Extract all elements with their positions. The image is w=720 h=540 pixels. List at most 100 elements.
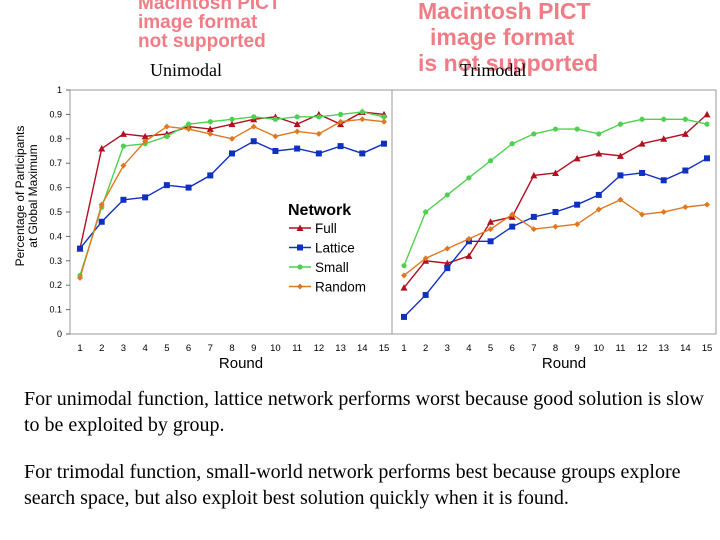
- x-tick-label: 4: [142, 343, 147, 354]
- data-point-random: [574, 221, 581, 228]
- x-tick-label: 11: [615, 343, 625, 354]
- data-point-lattice: [552, 209, 559, 215]
- data-point-lattice: [207, 172, 214, 179]
- x-tick-label: 1: [401, 343, 406, 354]
- data-point-lattice: [509, 223, 516, 230]
- legend-marker: [297, 264, 303, 270]
- data-point-lattice: [660, 177, 667, 184]
- legend-label-full: Full: [315, 221, 337, 236]
- data-point-lattice: [595, 191, 602, 198]
- pict-placeholder-line: is not supported: [418, 50, 599, 76]
- data-point-small: [423, 209, 429, 215]
- x-tick-label: 8: [229, 343, 234, 354]
- data-point-random: [595, 206, 602, 213]
- data-point-lattice: [574, 201, 581, 208]
- x-axis-title-unimodal: Round: [219, 355, 263, 372]
- data-point-lattice: [315, 150, 322, 157]
- data-point-small: [185, 121, 192, 127]
- data-point-lattice: [530, 213, 537, 220]
- data-point-random: [163, 123, 170, 130]
- x-axis-title-trimodal: Round: [542, 355, 586, 372]
- legend-label-lattice: Lattice: [315, 241, 355, 256]
- data-point-small: [251, 114, 257, 120]
- data-point-small: [294, 114, 300, 120]
- data-point-random: [660, 209, 667, 215]
- data-point-random: [359, 116, 366, 123]
- x-tick-label: 1: [77, 343, 82, 354]
- data-point-full: [703, 110, 711, 118]
- data-point-lattice: [422, 291, 429, 298]
- legend-label-small: Small: [315, 260, 349, 275]
- data-point-lattice: [487, 238, 494, 245]
- data-point-small: [381, 114, 387, 120]
- line-chart: 0 0.1 0.2 0.3 0.4 0.5 0.6 0.7 0.8 0.9 1 Percentage …: [13, 85, 717, 372]
- x-tick-label: 12: [314, 343, 325, 354]
- data-point-small: [617, 121, 624, 127]
- data-point-full: [573, 154, 581, 162]
- data-point-full: [595, 149, 603, 157]
- x-tick-label: 6: [186, 343, 191, 354]
- data-point-random: [682, 204, 689, 211]
- x-tick-label: 11: [292, 343, 302, 354]
- data-point-full: [681, 130, 689, 137]
- data-point-random: [639, 211, 646, 218]
- x-tick-label: 2: [423, 343, 428, 354]
- data-point-lattice: [185, 184, 192, 191]
- data-point-random: [120, 162, 127, 169]
- data-point-random: [207, 130, 214, 137]
- y-tick-label: 0.2: [49, 280, 62, 290]
- data-point-lattice: [272, 148, 279, 154]
- data-point-random: [142, 138, 149, 145]
- data-point-small: [401, 263, 407, 269]
- x-tick-label: 10: [270, 343, 281, 354]
- data-point-full: [400, 284, 408, 291]
- x-tick-label: 5: [488, 343, 493, 354]
- paragraph-unimodal: For unimodal function, lattice network p…: [24, 388, 704, 436]
- data-point-small: [316, 114, 322, 120]
- x-tick-label: 3: [121, 343, 126, 354]
- data-point-small: [661, 116, 667, 122]
- x-tick-label: 13: [658, 343, 669, 354]
- data-point-lattice: [401, 313, 407, 320]
- legend-title: Network: [288, 202, 351, 219]
- data-point-lattice: [142, 194, 149, 201]
- chart-title-unimodal: Unimodal: [150, 60, 222, 80]
- data-point-small: [487, 158, 494, 164]
- x-tick-label: 12: [637, 343, 648, 354]
- x-tick-label: 7: [531, 343, 536, 354]
- x-tick-label: 9: [574, 343, 579, 354]
- data-point-random: [272, 133, 279, 140]
- data-point-lattice: [229, 150, 235, 157]
- data-point-lattice: [359, 150, 366, 157]
- data-point-small: [596, 131, 602, 137]
- data-point-lattice: [163, 182, 170, 189]
- data-point-full: [552, 169, 559, 176]
- data-point-small: [509, 141, 515, 147]
- data-point-small: [272, 116, 279, 122]
- data-point-full: [228, 120, 236, 128]
- data-point-small: [120, 143, 127, 149]
- data-point-random: [552, 223, 559, 230]
- x-tick-label: 2: [99, 343, 104, 354]
- data-point-small: [531, 131, 537, 137]
- y-axis-title: Percentage of Participantsat Global Maxi…: [13, 126, 40, 267]
- data-point-full: [443, 259, 451, 267]
- data-point-small: [444, 192, 450, 198]
- data-point-lattice: [98, 218, 105, 225]
- legend-label-random: Random: [315, 280, 366, 295]
- data-point-random: [185, 126, 192, 133]
- data-point-small: [639, 116, 645, 122]
- pict-placeholder-left: Macintosh PICT image format not supporte…: [138, 0, 281, 51]
- data-point-lattice: [381, 140, 387, 147]
- y-tick-label: 0.3: [49, 256, 62, 266]
- data-point-random: [509, 211, 516, 218]
- y-tick-label: 1: [57, 85, 62, 95]
- x-tick-label: 9: [251, 343, 256, 354]
- pict-placeholder-line: image format: [430, 24, 575, 50]
- data-point-full: [293, 120, 301, 128]
- y-tick-label: 0.8: [49, 134, 62, 144]
- data-point-lattice: [639, 169, 646, 176]
- data-point-random: [337, 118, 344, 125]
- data-point-small: [207, 119, 213, 125]
- data-point-random: [229, 135, 235, 142]
